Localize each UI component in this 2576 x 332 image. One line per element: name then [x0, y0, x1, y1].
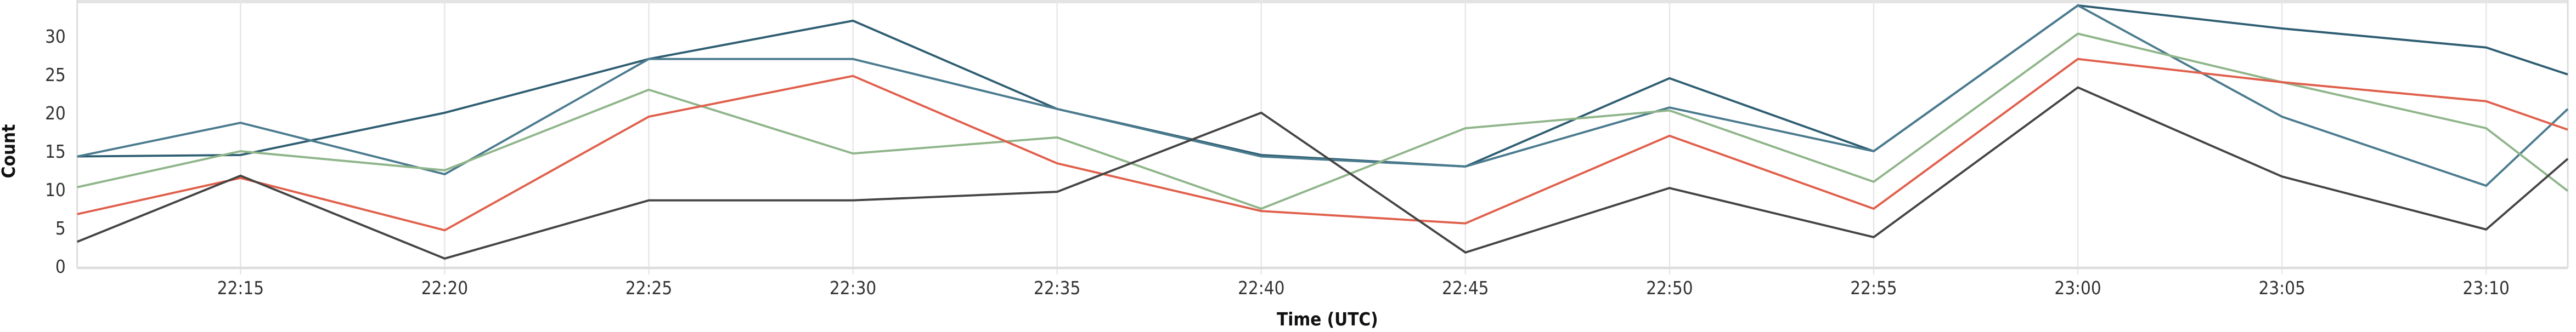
x-tick-label: 22:15	[217, 277, 264, 299]
series-line-2	[77, 4, 2569, 187]
series-line-4	[77, 58, 2568, 232]
y-tick-label: 20	[45, 102, 66, 124]
y-tick-label: 10	[45, 179, 66, 201]
x-tick-label: 22:35	[1034, 277, 1080, 299]
x-tick-label: 22:40	[1238, 277, 1284, 299]
series-lines	[77, 4, 2569, 260]
series-line-1	[77, 4, 2568, 168]
series-line-5	[77, 86, 2569, 260]
y-tick-label: 25	[45, 64, 66, 85]
x-tick-label: 22:25	[625, 277, 672, 299]
x-axis: 22:15 22:20 22:25 22:30 22:35 22:40 22:45 22:50…	[217, 277, 2510, 299]
y-tick-label: 15	[45, 141, 66, 162]
x-tick-label: 22:20	[421, 277, 468, 299]
y-axis-title: Count	[0, 124, 19, 179]
y-tick-label: 0	[55, 256, 66, 277]
x-tick-label: 22:30	[830, 277, 876, 299]
grid-lines	[240, 0, 2487, 274]
x-tick-label: 23:05	[2258, 277, 2305, 299]
x-tick-label: 22:45	[1442, 277, 1489, 299]
plot-top-border	[77, 0, 2568, 3]
x-tick-label: 23:00	[2054, 277, 2101, 299]
y-tick-label: 5	[55, 217, 66, 239]
x-tick-label: 22:50	[1646, 277, 1693, 299]
x-tick-label: 23:10	[2463, 277, 2510, 299]
y-tick-label: 30	[45, 26, 66, 47]
series-line-3	[77, 32, 2569, 210]
x-axis-title: Time (UTC)	[1277, 308, 1378, 330]
y-axis: 0 5 10 15 20 25 30	[45, 26, 66, 277]
x-tick-label: 22:55	[1850, 277, 1897, 299]
